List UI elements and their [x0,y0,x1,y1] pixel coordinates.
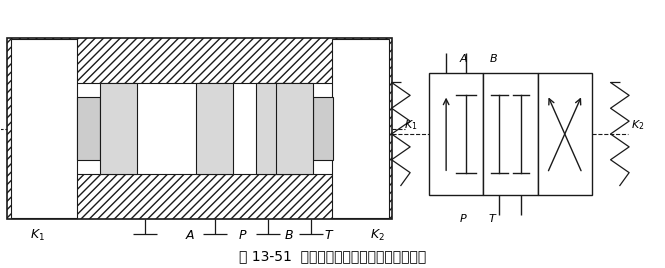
Bar [77,97,100,160]
Text: $K_2$: $K_2$ [631,118,644,132]
Bar [537,73,592,195]
Text: 图 13-51  三位四通液动换向阀的工作原理图: 图 13-51 三位四通液动换向阀的工作原理图 [239,250,426,264]
Text: $B$: $B$ [489,52,497,64]
Text: $A$: $A$ [459,52,469,64]
Bar [196,83,233,174]
Bar [11,83,389,174]
Bar [11,39,77,218]
Bar [332,39,389,218]
Text: $K_1$: $K_1$ [30,228,45,243]
Text: $K_1$: $K_1$ [404,118,418,132]
Text: $K_2$: $K_2$ [370,228,385,243]
Text: $T$: $T$ [324,229,334,242]
Text: $P$: $P$ [238,229,247,242]
Bar [7,38,392,219]
Bar [313,97,332,160]
Text: $A$: $A$ [185,229,195,242]
Bar [256,83,293,174]
Bar [276,83,313,174]
Bar [100,83,137,174]
Text: $P$: $P$ [459,212,467,224]
Text: $T$: $T$ [487,212,497,224]
Bar [483,73,537,195]
Text: $B$: $B$ [285,229,295,242]
Bar [429,73,483,195]
